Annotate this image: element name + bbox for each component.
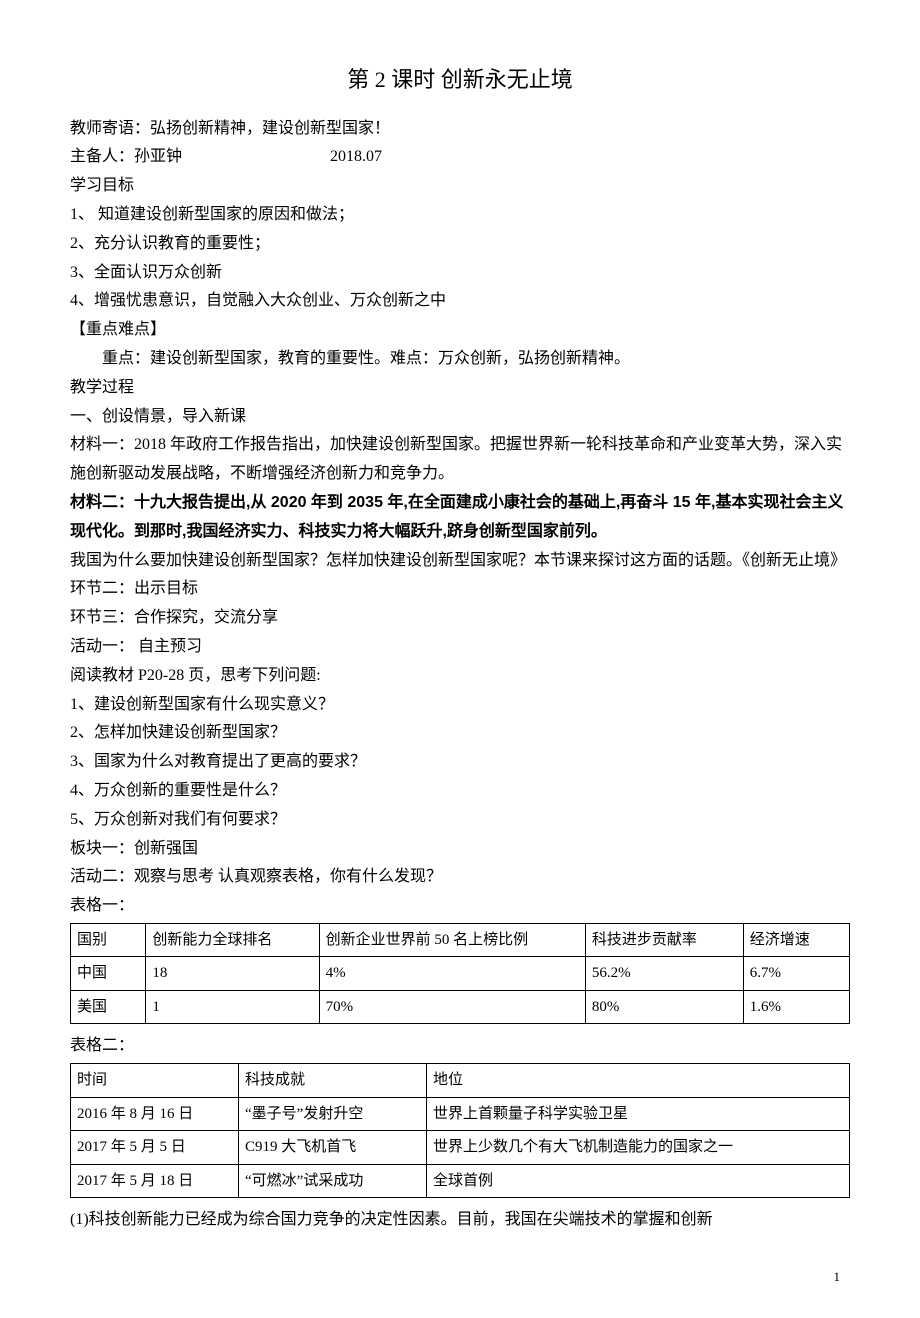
table-cell: 全球首例 (427, 1164, 850, 1198)
activity-1-instruction: 阅读教材 P20-28 页，思考下列问题: (70, 662, 850, 691)
activity-1-heading: 活动一： 自主预习 (70, 633, 850, 662)
question-3: 3、国家为什么对教育提出了更高的要求？ (70, 748, 850, 777)
author-label: 主备人：孙亚钟 (70, 143, 330, 172)
table-row: 国别 创新能力全球排名 创新企业世界前 50 名上榜比例 科技进步贡献率 经济增… (71, 923, 850, 957)
table-cell: “可燃冰”试采成功 (239, 1164, 427, 1198)
step-3: 环节三：合作探究，交流分享 (70, 604, 850, 633)
conclusion-text: (1)科技创新能力已经成为综合国力竞争的决定性因素。目前，我国在尖端技术的掌握和… (70, 1206, 850, 1235)
table-cell: 地位 (427, 1064, 850, 1098)
table-cell: 创新能力全球排名 (146, 923, 319, 957)
table-row: 2016 年 8 月 16 日 “墨子号”发射升空 世界上首颗量子科学实验卫星 (71, 1097, 850, 1131)
table-cell: 国别 (71, 923, 146, 957)
table-cell: 创新企业世界前 50 名上榜比例 (319, 923, 585, 957)
table-2: 时间 科技成就 地位 2016 年 8 月 16 日 “墨子号”发射升空 世界上… (70, 1063, 850, 1198)
page-number: 1 (70, 1265, 850, 1288)
keypoints-text: 重点：建设创新型国家，教育的重要性。难点：万众创新，弘扬创新精神。 (70, 345, 850, 374)
table-cell: 1 (146, 990, 319, 1024)
teacher-motto: 教师寄语：弘扬创新精神，建设创新型国家！ (70, 115, 850, 144)
objective-1: 1、 知道建设创新型国家的原因和做法； (70, 201, 850, 230)
objective-4: 4、增强忧患意识，自觉融入大众创业、万众创新之中 (70, 287, 850, 316)
activity-2-heading: 活动二：观察与思考 认真观察表格，你有什么发现？ (70, 863, 850, 892)
table-row: 中国 18 4% 56.2% 6.7% (71, 957, 850, 991)
process-heading: 教学过程 (70, 374, 850, 403)
block-1-heading: 板块一：创新强国 (70, 835, 850, 864)
step-2: 环节二：出示目标 (70, 575, 850, 604)
table-cell: 科技成就 (239, 1064, 427, 1098)
objectives-heading: 学习目标 (70, 172, 850, 201)
table-row: 时间 科技成就 地位 (71, 1064, 850, 1098)
table-cell: 56.2% (585, 957, 743, 991)
table-cell: 18 (146, 957, 319, 991)
table-cell: 时间 (71, 1064, 239, 1098)
section-1-heading: 一、创设情景，导入新课 (70, 403, 850, 432)
table-row: 2017 年 5 月 18 日 “可燃冰”试采成功 全球首例 (71, 1164, 850, 1198)
table-cell: 70% (319, 990, 585, 1024)
table-cell: 2016 年 8 月 16 日 (71, 1097, 239, 1131)
table-cell: 经济增速 (743, 923, 849, 957)
table-cell: 美国 (71, 990, 146, 1024)
table-2-label: 表格二： (70, 1032, 850, 1061)
table-1-label: 表格一： (70, 892, 850, 921)
table-cell: 1.6% (743, 990, 849, 1024)
table-cell: 科技进步贡献率 (585, 923, 743, 957)
table-cell: 2017 年 5 月 18 日 (71, 1164, 239, 1198)
table-1: 国别 创新能力全球排名 创新企业世界前 50 名上榜比例 科技进步贡献率 经济增… (70, 923, 850, 1025)
question-5: 5、万众创新对我们有何要求？ (70, 806, 850, 835)
table-cell: 世界上少数几个有大飞机制造能力的国家之一 (427, 1131, 850, 1165)
question-4: 4、万众创新的重要性是什么？ (70, 777, 850, 806)
table-cell: 世界上首颗量子科学实验卫星 (427, 1097, 850, 1131)
table-cell: 4% (319, 957, 585, 991)
table-cell: “墨子号”发射升空 (239, 1097, 427, 1131)
table-cell: 中国 (71, 957, 146, 991)
table-row: 美国 1 70% 80% 1.6% (71, 990, 850, 1024)
question-2: 2、怎样加快建设创新型国家？ (70, 719, 850, 748)
table-cell: 6.7% (743, 957, 849, 991)
objective-2: 2、充分认识教育的重要性； (70, 230, 850, 259)
material-followup: 我国为什么要加快建设创新型国家？怎样加快建设创新型国家呢？本节课来探讨这方面的话… (70, 547, 850, 576)
material-1: 材料一：2018 年政府工作报告指出，加快建设创新型国家。把握世界新一轮科技革命… (70, 431, 850, 489)
material-2: 材料二：十九大报告提出,从 2020 年到 2035 年,在全面建成小康社会的基… (70, 489, 850, 547)
table-cell: 80% (585, 990, 743, 1024)
date-label: 2018.07 (330, 143, 382, 172)
objective-3: 3、全面认识万众创新 (70, 259, 850, 288)
keypoints-heading: 【重点难点】 (70, 316, 850, 345)
question-1: 1、建设创新型国家有什么现实意义？ (70, 691, 850, 720)
table-row: 2017 年 5 月 5 日 C919 大飞机首飞 世界上少数几个有大飞机制造能… (71, 1131, 850, 1165)
table-cell: C919 大飞机首飞 (239, 1131, 427, 1165)
lesson-title: 第 2 课时 创新永无止境 (70, 60, 850, 100)
table-cell: 2017 年 5 月 5 日 (71, 1131, 239, 1165)
